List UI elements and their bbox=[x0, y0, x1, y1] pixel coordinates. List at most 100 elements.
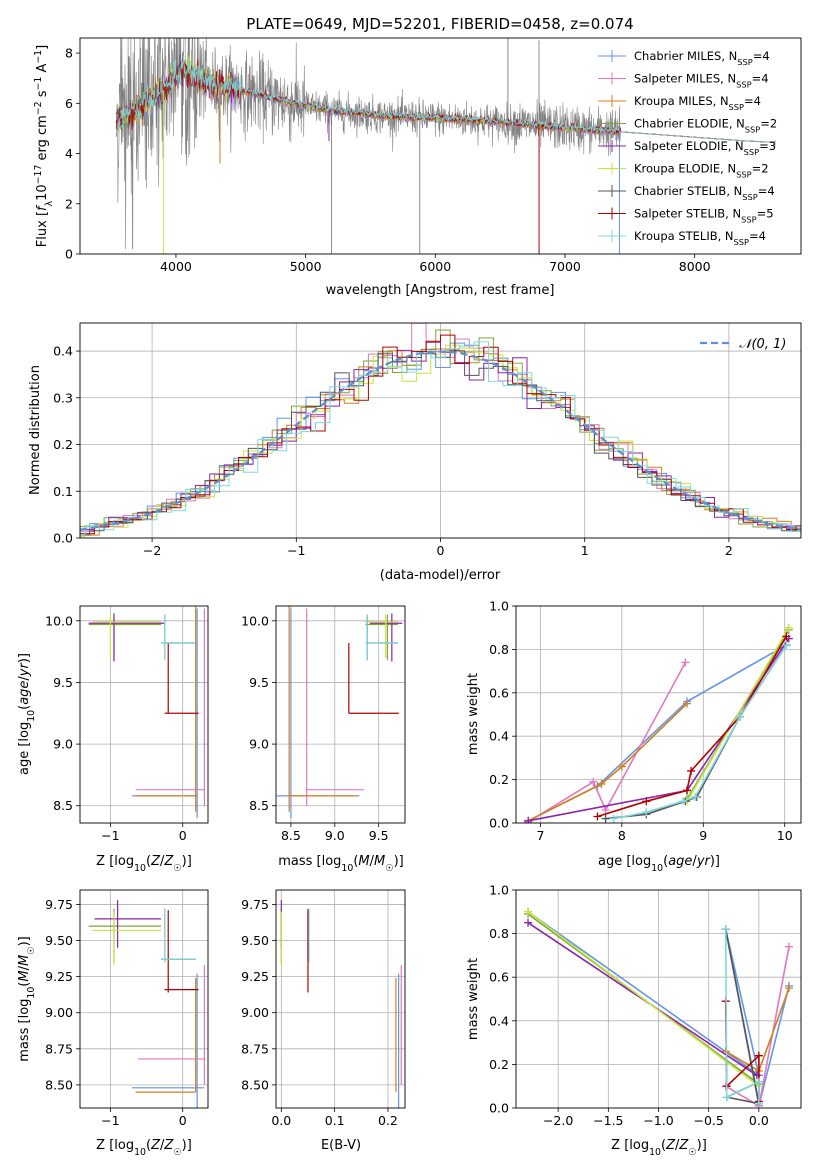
y-tick-label: 9.50 bbox=[45, 933, 73, 948]
weight-vs-z-x-label: Z [log10(Z/Z☉)] bbox=[611, 1138, 707, 1158]
y-tick-label: 8.50 bbox=[241, 1077, 269, 1092]
data-point-kroupa-miles bbox=[784, 984, 793, 993]
y-tick-label: 9.5 bbox=[249, 675, 269, 690]
x-tick-label: −1 bbox=[101, 1113, 119, 1128]
x-tick-label: −0.5 bbox=[693, 1113, 723, 1128]
mass_vs_Z-axes: −1 0 8.50 8.75 9.00 9.25 9.50 9.75 Z [log10(Z/Z☉… bbox=[17, 889, 209, 1158]
y-tick-label: 0.1 bbox=[53, 484, 73, 499]
data-point-kroupa-elodie bbox=[784, 623, 793, 632]
mass-vs-z-y-label: mass [log10(M/M☉)] bbox=[17, 936, 37, 1062]
x-tick-label: 0 bbox=[437, 543, 445, 558]
weight-vs-z-y-label: mass weight bbox=[466, 958, 481, 1040]
histogram-chabrier-miles bbox=[80, 342, 801, 531]
data-point-salpeter-elodie bbox=[524, 816, 533, 823]
weight_vs_Z-frame bbox=[515, 889, 802, 1109]
data-point-salpeter-miles bbox=[784, 942, 793, 951]
series-line-kroupa-elodie bbox=[527, 911, 760, 1087]
data-point-kroupa-stelib bbox=[642, 808, 651, 817]
series-line-salpeter-stelib bbox=[597, 635, 787, 818]
x-tick-label: 4000 bbox=[160, 259, 192, 274]
data-point-salpeter-elodie bbox=[524, 918, 533, 927]
y-tick-label: 0.2 bbox=[489, 772, 509, 787]
y-tick-label: 9.0 bbox=[249, 737, 269, 752]
data-point-salpeter-stelib bbox=[683, 786, 691, 795]
data-point-kroupa-miles bbox=[597, 779, 606, 788]
data-point-kroupa-stelib bbox=[609, 814, 618, 823]
data-point-salpeter-stelib bbox=[754, 1051, 763, 1060]
legend-entry-kroupa-elodie: Kroupa ELODIE, NSSP=2 bbox=[634, 162, 769, 180]
y-tick-label: 9.75 bbox=[45, 897, 73, 912]
data-point-kroupa-stelib bbox=[721, 925, 730, 934]
x-tick-label: 9.0 bbox=[325, 828, 345, 843]
mass-vs-z-x-label: Z [log10(Z/Z☉)] bbox=[96, 1138, 192, 1158]
age-vs-z-x-label: Z [log10(Z/Z☉)] bbox=[96, 854, 192, 874]
age_vs_mass-axes: 8.5 9.0 9.5 8.5 9.0 9.5 10.0 mass [log10(M/M☉)] bbox=[241, 605, 406, 874]
x-tick-label: −1.0 bbox=[643, 1113, 673, 1128]
legend-entry-chabrier-miles: Chabrier MILES, NSSP=4 bbox=[634, 49, 770, 67]
spectrum-plot-area bbox=[115, 38, 776, 254]
data-point-kroupa-stelib bbox=[754, 1077, 763, 1086]
series-line-salpeter-miles bbox=[527, 662, 687, 823]
y-tick-label: 9.75 bbox=[241, 897, 269, 912]
data-point-kroupa-stelib bbox=[735, 712, 744, 721]
x-tick-label: −1 bbox=[287, 543, 305, 558]
y-tick-label: 8.5 bbox=[53, 798, 73, 813]
spectrum-x-label: wavelength [Angstrom, rest frame] bbox=[326, 283, 555, 298]
age_vs_Z-plot-area bbox=[80, 606, 208, 823]
age_vs_mass-frame bbox=[275, 605, 406, 824]
y-tick-label: 6 bbox=[65, 96, 73, 111]
y-tick-label: 0.0 bbox=[489, 1101, 509, 1116]
mass_vs_ebv-frame bbox=[275, 889, 406, 1109]
y-tick-label: 0.4 bbox=[489, 1013, 509, 1028]
data-point-kroupa-miles bbox=[683, 699, 691, 708]
age_vs_Z-axes: −1 0 8.5 9.0 9.5 10.0 Z [log10(Z/Z☉)] age [log1… bbox=[17, 605, 209, 874]
x-tick-label: 0 bbox=[179, 828, 187, 843]
y-tick-label: 0.4 bbox=[53, 344, 73, 359]
residuals-axes: −2 −1 0 1 2 0.0 0.1 0.2 0.3 0.4 (data-model)/error… bbox=[28, 322, 802, 583]
y-tick-label: 0 bbox=[65, 247, 73, 262]
data-point-kroupa-elodie bbox=[524, 907, 533, 916]
age_vs_Z-frame bbox=[79, 605, 209, 824]
x-tick-label: 0.0 bbox=[271, 1113, 291, 1128]
series-line-kroupa-stelib bbox=[724, 929, 760, 1104]
legend-entry-salpeter-miles: Salpeter MILES, NSSP=4 bbox=[634, 72, 769, 90]
x-tick-label: 2 bbox=[725, 543, 733, 558]
y-tick-label: 8.5 bbox=[249, 798, 269, 813]
mass_vs_Z-plot-area bbox=[80, 890, 208, 1108]
x-tick-label: −2 bbox=[143, 543, 161, 558]
y-tick-label: 9.00 bbox=[241, 1005, 269, 1020]
mass_vs_ebv-plot-area bbox=[276, 890, 405, 1108]
y-tick-label: 0.0 bbox=[53, 531, 73, 546]
legend-entry-normal: 𝒩(0, 1) bbox=[739, 337, 786, 352]
data-point-salpeter-stelib bbox=[593, 812, 602, 821]
data-point-salpeter-stelib bbox=[642, 797, 651, 806]
data-point-salpeter-stelib bbox=[687, 766, 696, 775]
series-line-kroupa-elodie bbox=[686, 627, 790, 802]
y-tick-label: 8 bbox=[65, 46, 73, 61]
x-tick-label: 1 bbox=[581, 543, 589, 558]
data-point-salpeter-stelib bbox=[782, 632, 791, 641]
y-tick-label: 0.4 bbox=[489, 729, 509, 744]
x-tick-label: 5000 bbox=[290, 259, 322, 274]
data-point-kroupa-stelib bbox=[782, 641, 791, 650]
data-point-salpeter-miles bbox=[589, 777, 598, 786]
legend-entry-kroupa-stelib: Kroupa STELIB, NSSP=4 bbox=[634, 229, 766, 247]
y-tick-label: 9.25 bbox=[241, 969, 269, 984]
x-tick-label: 9 bbox=[699, 828, 707, 843]
legend-entry-salpeter-stelib: Salpeter STELIB, NSSP=5 bbox=[634, 207, 774, 225]
y-tick-label: 0.6 bbox=[489, 970, 509, 985]
spectrum-frame bbox=[79, 37, 802, 255]
weight_vs_age-frame bbox=[515, 605, 802, 824]
spectrum-y-label: Flux [fλ10−17 erg cm−2 s−1 A−1] bbox=[33, 45, 55, 247]
y-tick-label: 9.0 bbox=[53, 737, 73, 752]
y-tick-label: 9.5 bbox=[53, 675, 73, 690]
y-tick-label: 9.50 bbox=[241, 933, 269, 948]
mass_vs_Z-frame bbox=[79, 889, 209, 1109]
x-tick-label: 0.1 bbox=[325, 1113, 345, 1128]
y-tick-label: 0.8 bbox=[489, 642, 509, 657]
data-point-kroupa-miles bbox=[617, 762, 626, 771]
y-tick-label: 2 bbox=[65, 196, 73, 211]
x-tick-label: 8 bbox=[618, 828, 626, 843]
normal-distribution-curve bbox=[80, 350, 801, 531]
